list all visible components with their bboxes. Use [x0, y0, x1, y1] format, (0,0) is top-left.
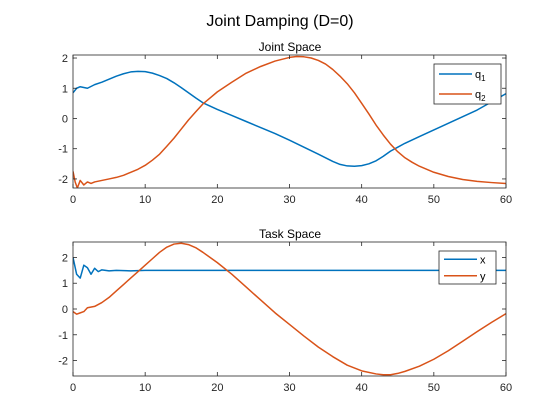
task-space-xtick-label: 30	[283, 382, 295, 394]
joint-space-xtick-label: 10	[139, 194, 151, 206]
task-space-title: Task Space	[259, 227, 321, 241]
joint-space-series-q1-line	[73, 70, 506, 167]
joint-space-legend-label-main: q	[475, 69, 481, 81]
task-space-xtick-label: 0	[70, 382, 76, 394]
joint-space-legend-box	[433, 63, 502, 105]
joint-space-ytick-label: 1	[62, 83, 68, 95]
joint-space-xtick-label: 40	[356, 194, 368, 206]
task-space-series-x-line	[73, 257, 506, 279]
task-space-ytick-label: 1	[62, 278, 68, 290]
figure-title: Joint Damping (D=0)	[206, 13, 353, 30]
task-space-xtick-label: 10	[139, 382, 151, 394]
joint-space-ytick-label: 0	[62, 113, 68, 125]
joint-space-legend-label-sub: 2	[481, 94, 486, 103]
joint-space-title: Joint Space	[259, 40, 322, 54]
joint-space-xtick-label: 50	[428, 194, 440, 206]
task-space-legend-label-x: x	[480, 254, 486, 266]
task-space-ytick-label: -2	[58, 356, 68, 368]
joint-space-ytick-label: -2	[58, 174, 68, 186]
task-space-axes: Task Space 0 10 20 30 40 50 60 -2 -1 0 1 2 xy	[58, 227, 512, 394]
joint-space-legend-label-q2: q2	[475, 89, 486, 103]
task-space-xtick-label: 50	[428, 382, 440, 394]
task-space-ytick-label: 0	[62, 304, 68, 316]
joint-space-ytick-label: -1	[58, 144, 68, 156]
task-space-ytick-label: -1	[58, 330, 68, 342]
joint-space-xtick-label: 0	[70, 194, 76, 206]
joint-space-ytick-label: 2	[62, 53, 68, 65]
task-space-legend-box	[438, 250, 497, 285]
joint-space-xtick-label: 20	[211, 194, 223, 206]
task-space-xtick-label: 40	[356, 382, 368, 394]
task-space-legend-label-main: y	[480, 271, 486, 283]
task-space-series-y-line	[73, 242, 506, 376]
joint-space-xtick-label: 60	[500, 194, 512, 206]
task-space-xtick-label: 60	[500, 382, 512, 394]
joint-space-xtick-label: 30	[283, 194, 295, 206]
task-space-ytick-label: 2	[62, 252, 68, 264]
task-space-legend-label-y: y	[480, 271, 486, 283]
joint-space-legend-label-main: q	[475, 89, 481, 101]
task-space-legend-label-main: x	[480, 254, 486, 266]
joint-space-legend-label-q1: q1	[475, 69, 486, 83]
joint-space-series-q2-line	[73, 55, 506, 188]
task-space-xtick-label: 20	[211, 382, 223, 394]
joint-space-legend-label-sub: 1	[481, 74, 486, 83]
